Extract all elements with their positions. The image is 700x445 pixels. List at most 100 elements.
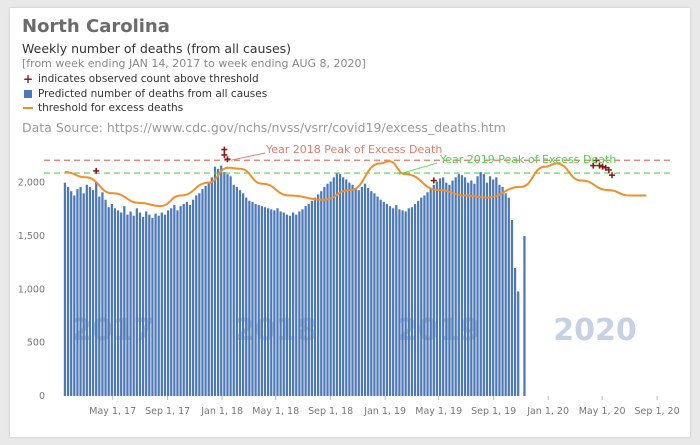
bar (163, 214, 167, 396)
peak-2018-annotation: Year 2018 Peak of Excess Death (265, 143, 442, 156)
bar (307, 204, 310, 396)
bar (251, 201, 254, 396)
bar (157, 215, 160, 396)
bar (320, 191, 323, 396)
bar (270, 209, 273, 396)
bar (132, 215, 135, 396)
observed-marker (430, 177, 437, 184)
bar (332, 177, 335, 396)
bar (476, 176, 479, 396)
bar (170, 208, 173, 396)
bar (198, 193, 201, 396)
observed-marker (605, 166, 612, 173)
x-tick-label: Sep 1, 18 (308, 406, 353, 417)
observed-marker (599, 163, 606, 170)
threshold-line (64, 160, 647, 208)
legend-item-threshold: threshold for excess deaths (22, 101, 267, 116)
bar (429, 188, 432, 396)
bar (351, 184, 354, 396)
bar (357, 190, 360, 396)
bar (376, 196, 379, 396)
bar (216, 168, 220, 396)
bar (126, 214, 129, 396)
legend-label-observed: indicates observed count above threshold (38, 73, 259, 86)
observed-marker (593, 157, 600, 164)
bar (448, 184, 451, 396)
bar (138, 212, 142, 396)
bar (107, 207, 110, 396)
bar (504, 193, 507, 396)
bar (88, 186, 92, 396)
bar (154, 213, 157, 396)
bar (129, 211, 132, 396)
bar (420, 197, 423, 396)
bar (135, 208, 138, 396)
bar (176, 210, 179, 396)
legend-label-threshold: threshold for excess deaths (38, 102, 184, 115)
observed-marker (596, 162, 603, 169)
observed-marker (602, 164, 609, 171)
bar (426, 192, 429, 396)
year-label: 2020 (553, 313, 637, 348)
bar (254, 204, 257, 396)
observed-marker (590, 162, 597, 169)
bar (195, 195, 198, 396)
bar (482, 174, 485, 396)
bar (342, 177, 345, 396)
bar (498, 184, 501, 396)
bar (179, 206, 182, 396)
bar (398, 209, 401, 396)
bar (145, 211, 148, 396)
x-tick-label: May 1, 19 (415, 406, 462, 417)
bar (467, 182, 470, 396)
bar (360, 186, 364, 396)
peak-2018-leader (230, 152, 266, 161)
bar (492, 179, 495, 396)
bar (323, 186, 326, 396)
y-tick-label: 2,000 (18, 178, 45, 189)
bar (148, 214, 151, 396)
bar (160, 212, 163, 396)
line-icon (23, 107, 33, 110)
bar (295, 214, 298, 396)
bar (91, 190, 95, 396)
x-tick-label: Sep 1, 17 (145, 406, 190, 417)
bar (182, 204, 185, 396)
bar (70, 191, 73, 396)
bar (151, 217, 154, 396)
chart-subtitle: Weekly number of deaths (from all causes… (22, 41, 292, 56)
bar (229, 176, 232, 396)
bar (238, 190, 242, 396)
bar (95, 182, 98, 396)
bar (348, 182, 351, 396)
bar (188, 205, 192, 396)
bar (423, 195, 426, 396)
bar (213, 166, 217, 396)
x-tick-label: Jan 1, 19 (363, 406, 406, 417)
bar (379, 199, 382, 396)
bar (98, 196, 101, 396)
bar (432, 184, 435, 396)
y-tick-label: 0 (39, 391, 45, 402)
bar (104, 199, 107, 396)
x-tick-label: May 1, 20 (579, 406, 626, 417)
bar (210, 177, 213, 396)
bar (173, 205, 176, 396)
bar (488, 176, 492, 396)
observed-marker (221, 151, 228, 158)
bar (113, 208, 117, 396)
bar (257, 205, 260, 396)
bar (292, 212, 295, 396)
x-tick-label: Jan 1, 20 (526, 406, 569, 417)
bar (73, 195, 76, 396)
chart-title: North Carolina (22, 16, 170, 37)
bar (204, 185, 207, 396)
bar (226, 174, 229, 396)
bar (76, 189, 79, 396)
bar (510, 220, 514, 396)
bar (445, 182, 448, 396)
bar (367, 188, 370, 396)
bar (485, 182, 489, 396)
y-tick-label: 1,500 (18, 231, 45, 242)
